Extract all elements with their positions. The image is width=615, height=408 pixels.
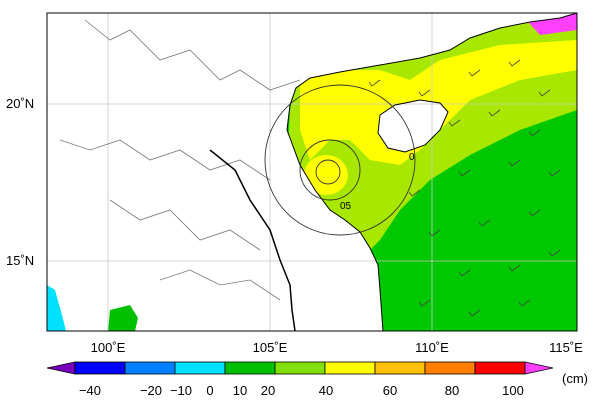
- lat-tick-label: 20˚N: [6, 96, 35, 111]
- lon-tick-label: 115˚E: [549, 340, 583, 355]
- colorbar-segment: [74, 361, 126, 375]
- coastline: [286, 13, 577, 331]
- surge-peak: [304, 155, 348, 195]
- colorbar-label: 80: [444, 383, 460, 398]
- wind-barb: [448, 119, 461, 127]
- colorbar-label: −20: [139, 383, 163, 398]
- contour-label: 0: [409, 152, 415, 163]
- wind-barb: [548, 249, 561, 257]
- colorbar-segment: [124, 361, 176, 375]
- wind-barb: [418, 299, 431, 307]
- lon-tick-label: 105˚E: [252, 340, 288, 355]
- colorbar-label: 10: [232, 383, 248, 398]
- colorbar-segment: [524, 361, 554, 375]
- land-small-island: [108, 305, 138, 331]
- colorbar-segment: [174, 361, 226, 375]
- wind-barb: [458, 269, 471, 277]
- colorbar-label: 40: [318, 383, 334, 398]
- wind-barb: [518, 299, 531, 307]
- colorbar-segment: [324, 361, 376, 375]
- map-frame: [46, 12, 578, 332]
- lon-tick-label: 110˚E: [415, 340, 449, 355]
- lon-tick-label: 100˚E: [90, 340, 126, 355]
- hainan-coastline: [377, 99, 449, 153]
- wind-barb: [488, 109, 501, 117]
- wind-barb: [408, 189, 421, 197]
- wind-barb: [508, 264, 521, 272]
- colorbar-segment: [224, 361, 276, 375]
- wind-barb: [468, 69, 481, 77]
- colorbar-label: 20: [260, 383, 276, 398]
- surge-contours: [264, 84, 416, 236]
- wind-barb: [458, 169, 471, 177]
- grid: [47, 13, 577, 331]
- land-small-island: [47, 285, 66, 331]
- land-mainland: [47, 13, 577, 331]
- lat-tick-label: 15˚N: [6, 253, 35, 268]
- colorbar-segment: [274, 361, 326, 375]
- colorbar-label: 60: [382, 383, 398, 398]
- wind-barb: [528, 209, 541, 217]
- colorbar-segment: [46, 361, 76, 375]
- wind-barbs: [368, 59, 561, 317]
- wind-barb: [478, 219, 491, 227]
- wind-barb: [548, 169, 561, 177]
- wind-barb: [508, 59, 521, 67]
- country-borders: [59, 19, 301, 301]
- wind-barb: [368, 79, 381, 87]
- wind-barb: [428, 229, 441, 237]
- wind-barb: [528, 129, 541, 137]
- colorbar-label: 100: [502, 383, 524, 398]
- colorbar: [46, 361, 554, 375]
- wind-barb: [508, 159, 521, 167]
- colorbar-label: −40: [78, 383, 102, 398]
- colorbar-segment: [424, 361, 476, 375]
- colorbar-unit: (cm): [562, 371, 588, 386]
- colorbar-segment: [374, 361, 426, 375]
- wind-barb: [538, 89, 551, 97]
- colorbar-label: 0: [206, 383, 214, 398]
- colorbar-segment: [474, 361, 526, 375]
- wind-barb: [468, 309, 481, 317]
- river: [209, 149, 296, 331]
- wind-barb: [418, 89, 431, 97]
- colorbar-label: −10: [169, 383, 193, 398]
- contour-label: 05: [340, 201, 352, 212]
